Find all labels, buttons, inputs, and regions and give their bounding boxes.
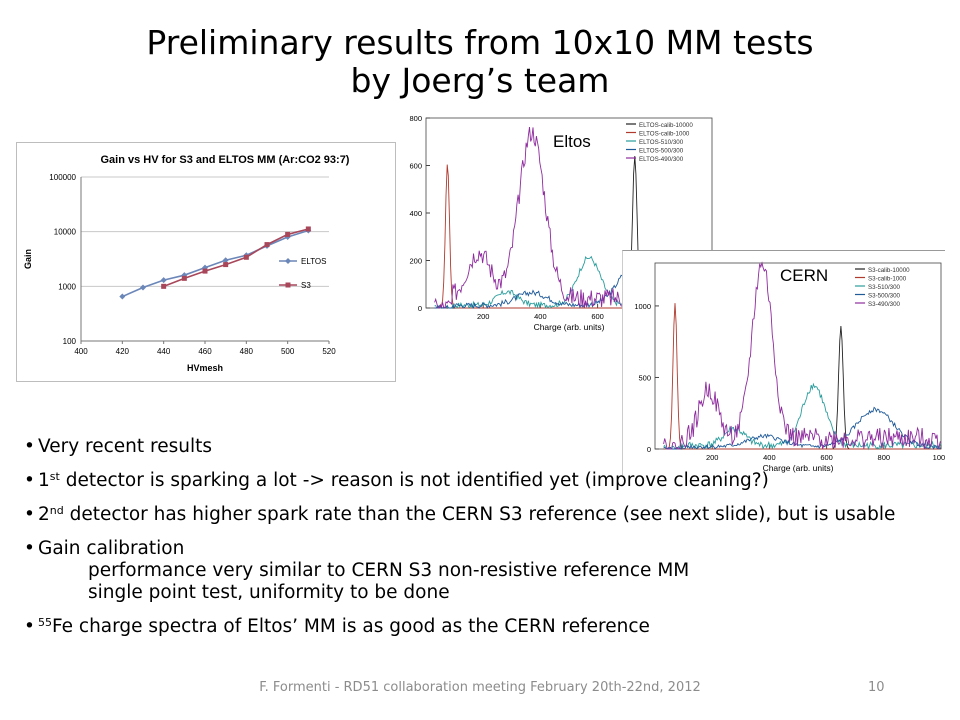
y-tick-label: 100 [63,337,77,346]
y-tick-label: 400 [409,209,422,218]
bullet-text: Gain calibration [38,538,185,559]
y-tick-label: 0 [418,304,422,313]
y-tick-label: 600 [409,162,422,171]
bullet-recent: Very recent results [24,436,954,458]
legend-label: S3-calib-1000 [868,276,907,283]
y-tick-label: 800 [409,114,422,123]
footer-text: F. Formenti - RD51 collaboration meeting… [259,680,701,695]
x-tick-label: 440 [157,347,171,356]
bullet-list: Very recent results 1st detector is spar… [24,436,954,650]
bullet-number: 2 [38,504,50,525]
data-point-eltos [160,277,167,284]
gain-chart-svg: Gain vs HV for S3 and ELTOS MM (Ar:CO2 9… [23,154,350,373]
legend-label: S3-calib-10000 [868,267,910,274]
bullet-text: Fe charge spectra of Eltos’ MM is as goo… [52,616,650,637]
legend-label: S3-490/300 [868,301,901,308]
data-point-s3 [223,262,229,268]
x-tick-label: 520 [322,347,336,356]
series-line-s3 [163,228,309,288]
data-point-eltos [140,284,146,291]
legend-marker [285,282,291,288]
data-point-s3 [305,226,311,232]
bullet-number: 1 [38,470,50,491]
x-tick-label: 500 [281,347,295,356]
legend-label: ELTOS-500/300 [639,148,684,155]
data-point-eltos [119,293,126,300]
chart-title: Gain vs HV for S3 and ELTOS MM (Ar:CO2 9… [101,154,350,166]
data-point-s3 [243,254,249,260]
y-tick-label: 500 [638,373,651,382]
legend-label: S3-510/300 [868,284,901,291]
y-tick-label: 1000 [634,302,651,311]
spectrum-line [663,303,941,450]
ordinal-suffix: nd [49,504,64,517]
x-axis-label: Charge (arb. units) [534,322,605,332]
slide-title-line1: Preliminary results from 10x10 MM tests [146,23,814,62]
x-tick-label: 480 [240,347,254,356]
x-axis-label: HVmesh [187,363,223,373]
data-point-s3 [285,231,291,237]
cern-tag: CERN [780,266,829,285]
x-tick-label: 460 [198,347,212,356]
bullet-text: Very recent results [38,436,213,457]
isotope-mass: 55 [38,616,52,629]
bullet-gain-calibration: Gain calibration performance very simila… [24,538,954,604]
x-axis-label: Charge (arb. units) [763,463,834,473]
slide-title-line2: by Joerg’s team [350,61,610,100]
x-tick-label: 400 [74,347,88,356]
legend-label: ELTOS-510/300 [639,139,684,146]
bullet-text: detector has higher spark rate than the … [63,504,896,525]
bullet-fe55: 55Fe charge spectra of Eltos’ MM is as g… [24,616,954,638]
gain-vs-hv-chart: Gain vs HV for S3 and ELTOS MM (Ar:CO2 9… [16,142,396,382]
data-point-s3 [181,275,187,281]
data-point-s3 [161,283,167,289]
legend-marker [285,258,291,264]
x-tick-label: 420 [116,347,130,356]
legend-label: ELTOS-490/300 [639,156,684,163]
x-tick-label: 200 [477,312,490,321]
data-point-s3 [264,242,270,248]
series-line-eltos [122,229,309,298]
y-axis-label: Gain [23,249,33,269]
ordinal-suffix: st [49,470,60,483]
x-tick-label: 600 [591,312,604,321]
y-tick-label: 10000 [54,228,77,237]
legend-label: ELTOS-calib-1000 [639,131,690,138]
sub-bullet-text: single point test, uniformity to be done [88,582,450,603]
data-point-s3 [202,268,208,274]
legend-label: S3-500/300 [868,293,901,300]
bullet-first-detector: 1st detector is sparking a lot -> reason… [24,470,954,492]
x-tick-label: 400 [534,312,547,321]
y-tick-label: 1000 [58,282,76,291]
data-point-eltos [222,257,229,264]
bullet-text: detector is sparking a lot -> reason is … [59,470,769,491]
page-number: 10 [868,680,885,695]
y-tick-label: 200 [409,257,422,266]
y-tick-label: 100000 [49,173,76,182]
legend-label: ELTOS [301,257,327,266]
legend-label: S3 [301,281,311,290]
legend-label: ELTOS-calib-10000 [639,122,693,129]
eltos-tag: Eltos [553,132,591,151]
sub-bullet-text: performance very similar to CERN S3 non-… [88,560,690,581]
bullet-second-detector: 2nd detector has higher spark rate than … [24,504,954,526]
